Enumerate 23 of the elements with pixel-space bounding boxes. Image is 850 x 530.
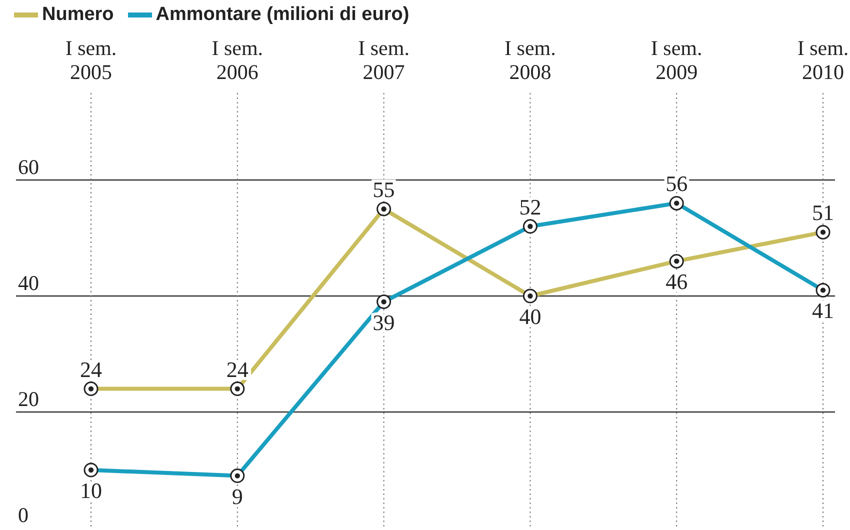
x-tick-label: I sem. 2006	[212, 36, 264, 84]
data-label: 41	[812, 298, 834, 324]
data-label: 9	[232, 484, 243, 509]
x-tick-label: I sem. 2009	[650, 36, 702, 84]
data-label: 39	[372, 310, 395, 335]
data-label: 24	[80, 356, 102, 382]
y-tick-label: 0	[18, 503, 28, 527]
y-tick-label: 60	[18, 155, 39, 179]
data-label: 51	[812, 200, 834, 226]
x-tick-label: I sem. 2007	[358, 36, 410, 84]
legend-label: Numero	[41, 4, 114, 26]
data-label: 55	[372, 177, 395, 202]
data-label: 24	[226, 356, 248, 382]
data-label: 52	[519, 194, 542, 220]
data-label: 40	[519, 304, 542, 329]
x-tick-label: I sem. 2005	[65, 36, 117, 84]
x-tick-label: I sem. 2010	[797, 36, 849, 84]
y-tick-label: 20	[18, 387, 39, 411]
legend-label: Ammontare (milioni di euro)	[154, 4, 410, 26]
data-label: 10	[80, 478, 102, 503]
x-tick-label: I sem. 2008	[504, 36, 556, 84]
data-label: 46	[666, 269, 688, 294]
y-tick-label: 40	[18, 271, 39, 295]
